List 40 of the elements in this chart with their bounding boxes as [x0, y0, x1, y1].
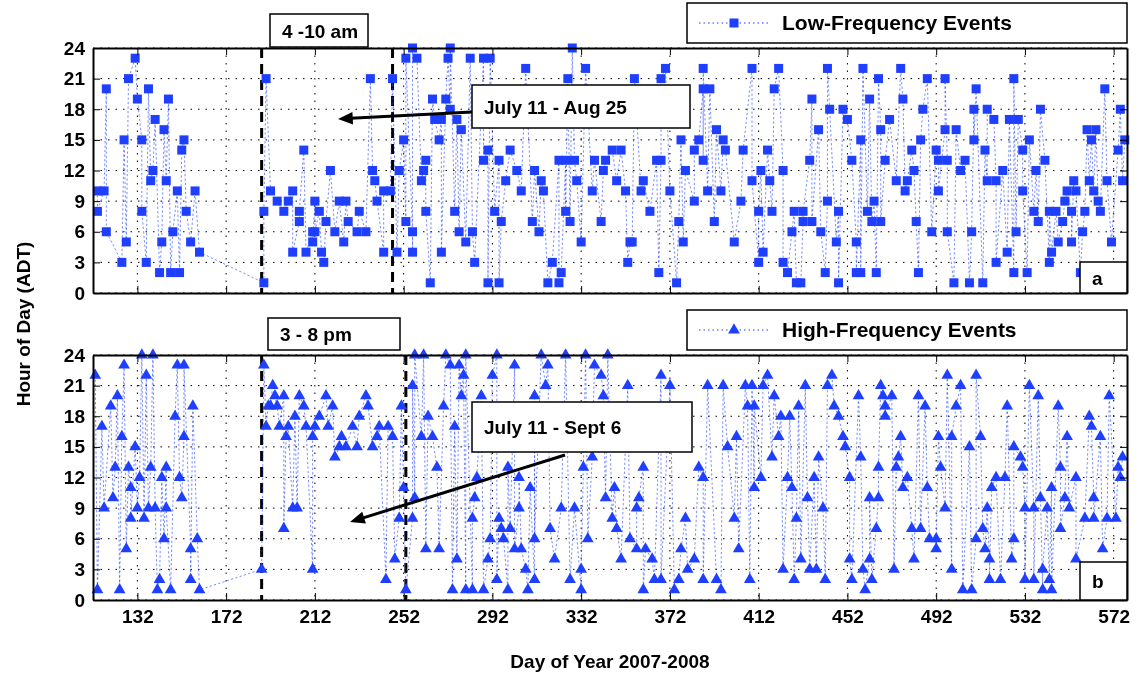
- x-tick-label: 452: [832, 606, 864, 628]
- y-tick-label: 3: [74, 251, 85, 273]
- y-tick-label: 0: [74, 589, 85, 611]
- text: 4 -10 am: [282, 20, 359, 42]
- legend-label: Low-Frequency Events: [782, 11, 1012, 34]
- x-tick-label: 492: [920, 606, 953, 628]
- y-tick-label: 24: [63, 344, 86, 366]
- y-axis-title: Hour of Day (ADT): [13, 241, 34, 407]
- annotation: b: [1092, 571, 1104, 592]
- y-tick-label: 15: [63, 129, 86, 151]
- annotation: July 11 - Aug 25: [484, 96, 628, 118]
- x-tick-label: 252: [388, 606, 420, 628]
- x-tick-label: 132: [122, 606, 154, 628]
- y-tick-label: 3: [74, 558, 85, 580]
- y-tick-label: 6: [74, 528, 85, 550]
- x-tick-label: 212: [299, 606, 332, 628]
- y-tick-label: 18: [63, 405, 85, 427]
- y-tick-label: 9: [74, 497, 85, 519]
- x-tick-label: 292: [477, 606, 509, 628]
- y-tick-label: 9: [74, 190, 85, 212]
- x-tick-label: 332: [565, 606, 598, 628]
- annotation: July 11 - Sept 6: [484, 417, 622, 438]
- x-tick-label: 572: [1098, 606, 1131, 628]
- annotation: a: [1092, 267, 1103, 289]
- y-tick-label: 12: [63, 467, 85, 489]
- y-tick-label: 0: [74, 282, 85, 304]
- y-tick-label: 18: [63, 98, 85, 120]
- x-tick-label: 372: [654, 606, 687, 628]
- y-tick-label: 21: [63, 375, 86, 397]
- y-tick-label: 24: [63, 37, 86, 59]
- x-tick-label: 172: [210, 606, 243, 628]
- y-tick-label: 12: [63, 160, 85, 182]
- x-tick-label: 412: [743, 606, 776, 628]
- y-tick-label: 6: [74, 221, 85, 243]
- y-tick-label: 21: [63, 68, 86, 90]
- y-tick-label: 15: [63, 436, 86, 458]
- x-tick-label: 532: [1009, 606, 1042, 628]
- text: 3 - 8 pm: [280, 324, 352, 345]
- legend-label: High-Frequency Events: [782, 318, 1017, 341]
- x-axis-title: Day of Year 2007-2008: [510, 651, 710, 672]
